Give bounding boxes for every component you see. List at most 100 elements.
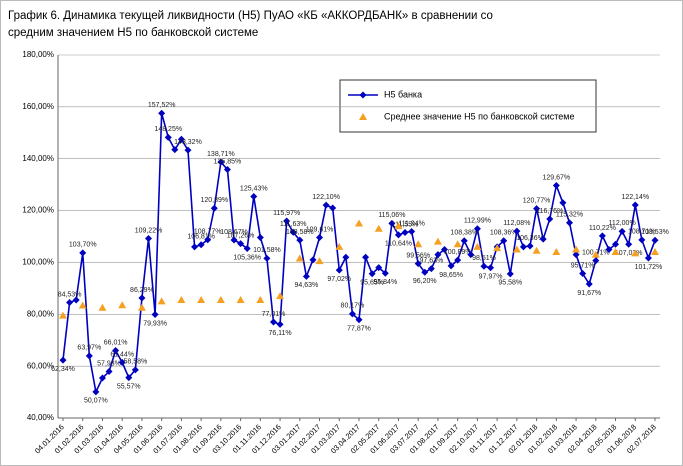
point (105, 368, 113, 376)
data-label: 135,85% (214, 158, 242, 165)
data-label: 94,63% (295, 282, 319, 289)
point (368, 270, 376, 278)
point (164, 133, 172, 141)
data-label: 80,17% (341, 303, 365, 310)
point (191, 243, 199, 251)
point (572, 251, 580, 259)
point (197, 241, 205, 249)
point (223, 165, 231, 173)
avg-point (611, 248, 620, 256)
point (171, 146, 179, 154)
point (605, 245, 613, 253)
point (322, 201, 330, 209)
point (131, 366, 139, 374)
data-label: 112,08% (503, 220, 530, 227)
data-label: 91,67% (577, 290, 601, 297)
data-label: 108,77% (194, 229, 222, 236)
data-label: 129,67% (543, 174, 571, 181)
data-label: 99,56% (406, 252, 430, 259)
data-label: 100,89% (444, 249, 472, 256)
point (585, 280, 593, 288)
avg-point (59, 311, 67, 319)
avg-point (394, 222, 403, 230)
point (394, 231, 402, 239)
point (467, 251, 475, 259)
point (98, 374, 106, 382)
data-label: 58,58% (123, 359, 147, 366)
avg-point (118, 301, 127, 309)
legend-label: Н5 банка (384, 89, 422, 99)
data-label: 112,00% (609, 220, 636, 227)
avg-point (137, 303, 146, 311)
point (243, 245, 251, 253)
avg-point (572, 245, 581, 253)
point (348, 310, 356, 318)
point (618, 227, 626, 235)
point (454, 256, 462, 264)
data-label: 97,97% (479, 274, 503, 281)
avg-point (157, 297, 166, 305)
data-label: 108,38% (450, 230, 478, 237)
point (289, 228, 297, 236)
data-label: 125,43% (240, 185, 268, 192)
point (375, 264, 383, 272)
data-label: 55,57% (117, 383, 141, 390)
point (256, 234, 264, 242)
point (269, 318, 277, 326)
y-tick-label: 80,00% (27, 309, 54, 318)
data-label: 138,71% (207, 151, 235, 158)
data-label: 77,87% (347, 326, 371, 333)
point (237, 240, 245, 248)
data-label: 115,97% (273, 210, 300, 217)
data-label: 66,01% (104, 339, 128, 346)
avg-point (256, 296, 265, 304)
point (210, 204, 218, 212)
avg-point (197, 296, 206, 304)
point (204, 236, 212, 244)
y-tick-label: 120,00% (22, 206, 54, 215)
data-label: 103,70% (69, 242, 97, 249)
avg-point (512, 245, 521, 253)
point (414, 260, 422, 268)
data-label: 106,36% (516, 235, 544, 242)
data-label: 109,61% (306, 226, 334, 233)
data-label: 84,53% (58, 291, 82, 298)
data-label: 122,14% (621, 194, 649, 201)
point (539, 235, 547, 243)
y-tick-label: 160,00% (22, 102, 54, 111)
point (79, 249, 87, 257)
data-label: 108,58% (286, 229, 314, 236)
point (263, 254, 271, 262)
point (72, 296, 80, 304)
avg-point (216, 296, 225, 304)
avg-point (473, 242, 482, 250)
data-label: 122,10% (312, 194, 340, 201)
data-label: 108,53% (641, 229, 669, 236)
point (158, 109, 166, 117)
point (335, 266, 343, 274)
y-tick-label: 180,00% (22, 50, 54, 59)
avg-point (335, 242, 344, 250)
point (434, 251, 442, 259)
point (355, 316, 363, 324)
data-label: 63,97% (77, 345, 101, 352)
point (59, 356, 67, 364)
avg-point (651, 248, 659, 256)
chart-title: средним значением Н5 по банковской систе… (8, 27, 258, 39)
avg-point (98, 303, 107, 311)
data-label: 79,93% (143, 320, 167, 327)
point (533, 205, 541, 213)
point (151, 310, 159, 318)
chart-title: График 6. Динамика текущей ликвидности (… (8, 10, 493, 22)
point (92, 388, 100, 396)
avg-point (78, 301, 87, 309)
point (342, 253, 350, 261)
point (408, 227, 416, 235)
point (118, 358, 126, 366)
data-label: 110,22% (589, 225, 616, 232)
data-label: 120,89% (200, 197, 228, 204)
y-tick-label: 40,00% (27, 413, 54, 422)
data-label: 98,51% (472, 255, 496, 262)
data-label: 96,20% (413, 278, 437, 285)
